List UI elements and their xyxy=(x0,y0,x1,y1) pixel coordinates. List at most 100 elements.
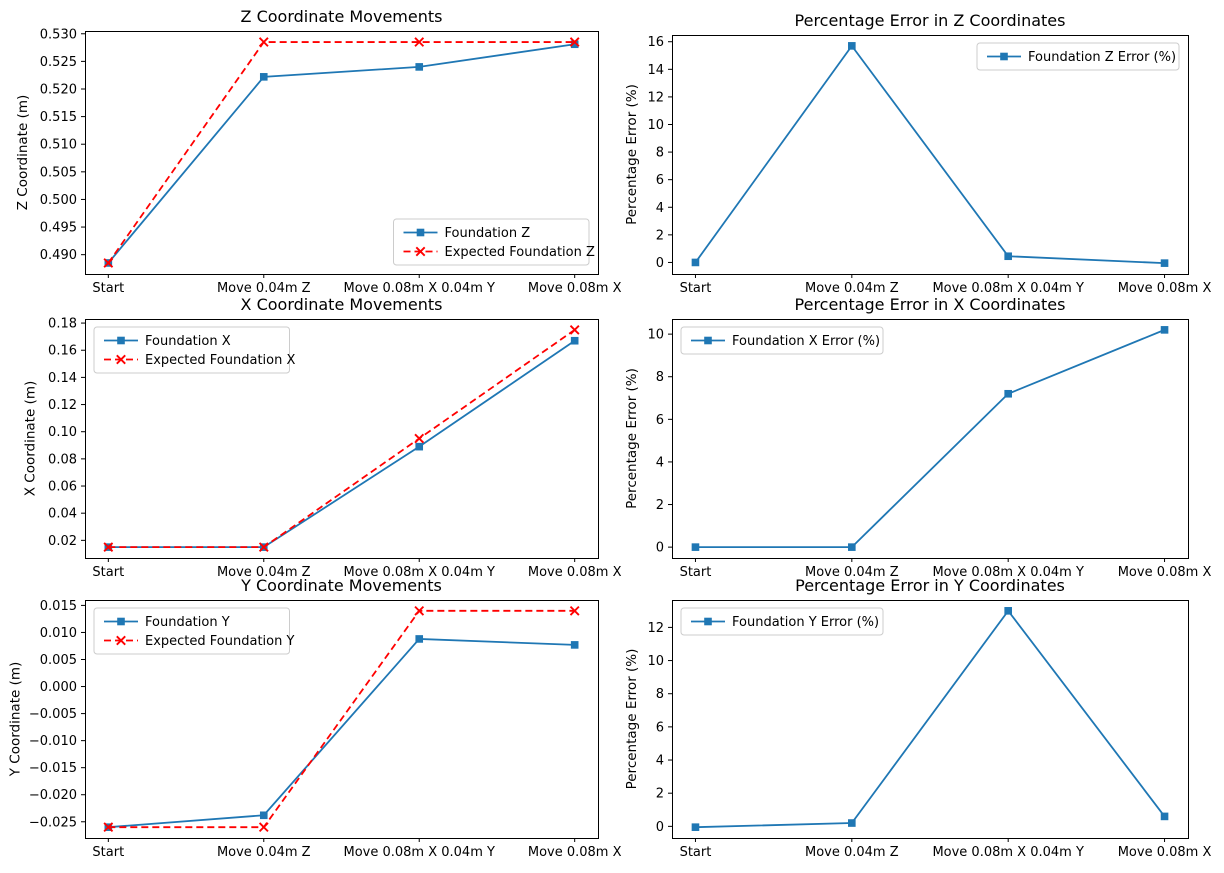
marker-square-icon xyxy=(691,258,700,267)
y-tick-label: 8 xyxy=(656,687,664,702)
legend-box xyxy=(393,218,590,266)
y-tick-label: 4 xyxy=(656,201,664,216)
marker-square-icon xyxy=(570,336,579,345)
series-line xyxy=(108,638,575,829)
marker-square-icon xyxy=(415,63,424,71)
chart-panel: −0.025 −0.020 −0.015 −0.010 −0.005 0.000 0.005… xyxy=(8,576,622,860)
y-tick-label: 8 xyxy=(656,370,664,385)
marker-square-icon xyxy=(691,823,700,831)
series-line xyxy=(108,609,575,829)
marker-x-icon xyxy=(103,542,114,553)
marker-square-icon xyxy=(117,617,125,626)
y-tick-label: −0.005 xyxy=(29,707,77,722)
y-tick-label: 0.015 xyxy=(40,599,77,614)
legend-label: Expected Foundation Y xyxy=(145,634,294,649)
plot-area xyxy=(85,31,599,275)
legend-label: Foundation Y Error (%) xyxy=(732,615,879,630)
y-tick-label: 0.02 xyxy=(48,534,77,549)
x-tick-label: Move 0.04m Z xyxy=(217,845,311,860)
marker-x-icon xyxy=(569,605,580,616)
y-tick-label: 10 xyxy=(647,328,664,343)
chart-panel: 0 2 4 6 8 10 12 Start Move 0.04m Z Move 0.08m X 0… xyxy=(624,576,1211,860)
chart-panel: 0 2 4 6 8 10 Start Move 0.04m Z Move 0.08m X 0.0… xyxy=(624,295,1211,580)
y-tick-label: 0.12 xyxy=(48,398,77,413)
x-tick-label: Move 0.08m X xyxy=(1118,565,1212,580)
y-tick-label: 6 xyxy=(656,173,664,188)
y-tick-label: −0.020 xyxy=(29,788,77,803)
y-tick-label: 0.08 xyxy=(48,452,77,467)
y-tick-label: 6 xyxy=(656,413,664,428)
marker-x-icon xyxy=(103,822,114,833)
legend: Foundation Z Error (%) xyxy=(976,42,1180,71)
legend-label: Foundation Y xyxy=(145,615,230,630)
y-tick-label: 0.520 xyxy=(40,82,77,97)
marker-x-icon xyxy=(103,258,114,268)
marker-square-icon xyxy=(259,73,268,81)
marker-square-icon xyxy=(1160,259,1169,267)
x-tick-label: Move 0.08m X xyxy=(528,281,622,296)
marker-square-icon xyxy=(704,336,712,345)
y-tick-label: 0 xyxy=(656,820,664,835)
marker-x-icon xyxy=(414,37,425,47)
y-tick-label: 0 xyxy=(656,541,664,556)
series-line xyxy=(107,43,575,264)
series-line xyxy=(695,609,1166,829)
legend-box xyxy=(680,607,884,636)
marker-square-icon xyxy=(416,228,425,237)
y-axis-label: Percentage Error (%) xyxy=(624,84,640,225)
marker-x-icon xyxy=(414,433,425,444)
y-tick-label: 0.005 xyxy=(40,653,77,668)
y-tick-label: −0.015 xyxy=(29,761,77,776)
y-tick-label: 8 xyxy=(656,146,664,161)
legend-box xyxy=(93,607,290,655)
y-tick-label: 12 xyxy=(647,621,664,636)
plot-area xyxy=(85,600,599,839)
x-tick-label: Move 0.08m X xyxy=(1118,281,1212,296)
x-tick-label: Start xyxy=(92,281,124,296)
y-tick-label: 0.530 xyxy=(40,27,77,42)
legend-label: Expected Foundation X xyxy=(145,353,295,368)
legend: Foundation Y Expected Foundation Y xyxy=(93,607,294,655)
legend-label: Expected Foundation Z xyxy=(445,245,595,260)
marker-x-icon xyxy=(116,354,126,365)
series-line xyxy=(108,329,576,549)
marker-square-icon xyxy=(570,641,579,649)
marker-x-icon xyxy=(116,635,126,646)
y-tick-label: −0.010 xyxy=(29,734,77,749)
y-tick-label: 14 xyxy=(647,63,664,78)
legend: Foundation X Expected Foundation X xyxy=(93,326,295,374)
y-tick-label: 0.04 xyxy=(48,507,77,522)
y-tick-label: 0.500 xyxy=(40,193,77,208)
marker-square-icon xyxy=(848,42,856,50)
y-tick-label: 0.525 xyxy=(40,55,77,70)
x-tick-label: Start xyxy=(92,845,124,860)
marker-square-icon xyxy=(1004,607,1012,615)
y-tick-label: 6 xyxy=(656,720,664,735)
x-tick-label: Start xyxy=(680,281,712,296)
chart-title: Y Coordinate Movements xyxy=(240,576,442,595)
y-axis-label: X Coordinate (m) xyxy=(22,381,38,497)
x-tick-label: Move 0.04m Z xyxy=(217,281,311,296)
x-tick-label: Move 0.08m X xyxy=(528,565,622,580)
y-tick-label: 0.16 xyxy=(48,344,77,359)
marker-x-icon xyxy=(258,37,269,47)
marker-square-icon xyxy=(1000,52,1008,61)
y-tick-label: 2 xyxy=(656,498,664,513)
x-tick-label: Move 0.08m X 0.04m Y xyxy=(343,281,495,296)
legend-label: Foundation X Error (%) xyxy=(732,334,880,349)
chart-title: Percentage Error in Y Coordinates xyxy=(795,576,1065,595)
y-tick-label: 10 xyxy=(647,654,664,669)
y-tick-label: 0.14 xyxy=(48,371,77,386)
plot-area xyxy=(85,319,599,559)
x-tick-label: Move 0.08m X 0.04m Y xyxy=(343,845,495,860)
y-tick-label: 0.18 xyxy=(48,317,77,332)
x-tick-label: Move 0.04m Z xyxy=(805,281,899,296)
marker-square-icon xyxy=(1004,389,1012,398)
x-tick-label: Move 0.08m X xyxy=(528,845,622,860)
chart-title: Percentage Error in Z Coordinates xyxy=(795,11,1066,30)
x-tick-label: Move 0.08m X xyxy=(1118,845,1212,860)
legend-label: Foundation X xyxy=(145,334,231,349)
plot-area xyxy=(672,600,1189,839)
y-tick-label: 10 xyxy=(647,118,664,133)
